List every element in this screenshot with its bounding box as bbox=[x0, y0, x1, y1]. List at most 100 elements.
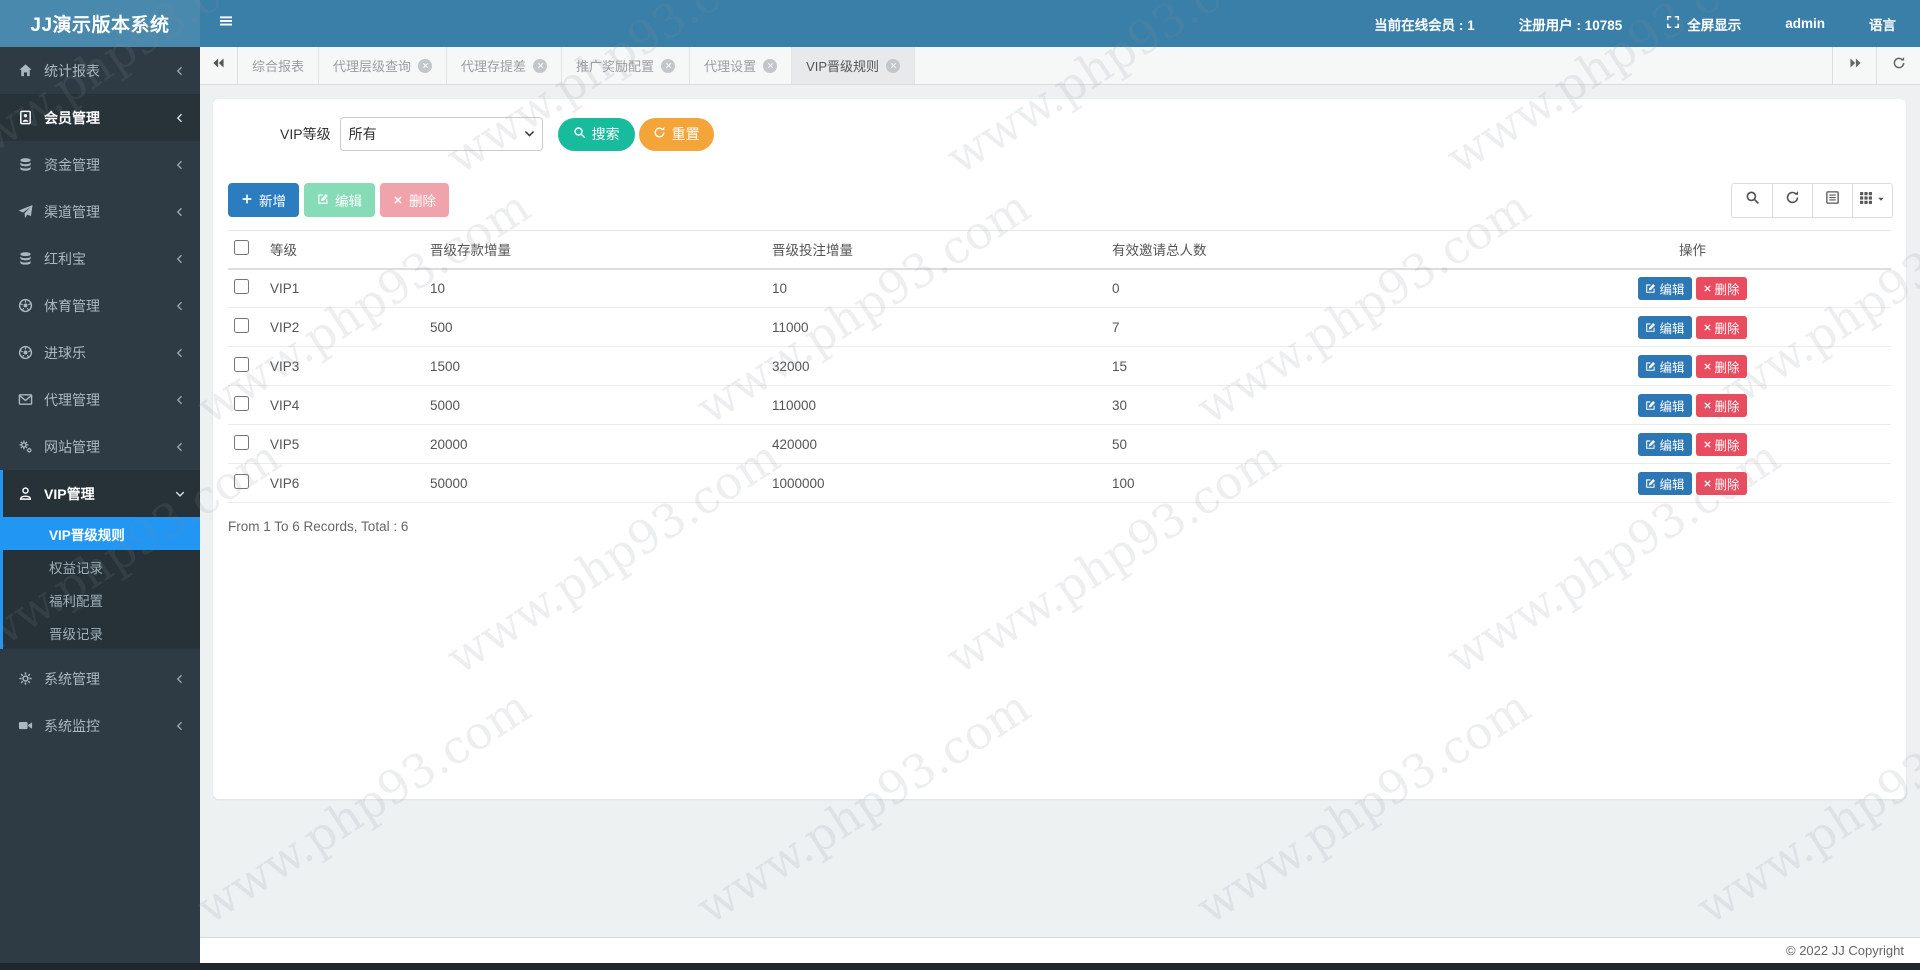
sidebar-subitem-label: 晋级记录 bbox=[49, 626, 103, 642]
tab-agent-level-query[interactable]: 代理层级查询 bbox=[319, 47, 448, 84]
sidebar-item-member-management[interactable]: 会员管理 bbox=[0, 94, 200, 141]
delete-button-label: 删除 bbox=[409, 194, 436, 209]
sidebar-subitem-welfare-config[interactable]: 福利配置 bbox=[3, 583, 200, 616]
sidebar-item-label: 代理管理 bbox=[44, 391, 100, 408]
search-icon bbox=[1745, 190, 1760, 210]
sidebar-item-site-management[interactable]: 网站管理 bbox=[0, 423, 200, 470]
row-checkbox[interactable] bbox=[234, 396, 249, 411]
tab-close-icon[interactable] bbox=[533, 58, 548, 73]
add-button[interactable]: 新增 bbox=[228, 183, 299, 217]
row-delete-button[interactable]: 删除 bbox=[1695, 471, 1747, 495]
fullscreen-button[interactable]: 全屏显示 bbox=[1666, 14, 1741, 34]
row-edit-button[interactable]: 编辑 bbox=[1638, 471, 1692, 495]
cell-valid-invites: 0 bbox=[1104, 268, 1494, 308]
gear-icon bbox=[18, 671, 44, 686]
reset-button[interactable]: 重置 bbox=[638, 117, 714, 151]
db-icon bbox=[18, 251, 44, 266]
table-row-vip3: VIP3 1500 32000 15 编辑 删除 bbox=[228, 346, 1891, 386]
sidebar-item-sports-management[interactable]: 体育管理 bbox=[0, 282, 200, 329]
tab-refresh-button[interactable] bbox=[1876, 47, 1920, 84]
tab-comprehensive-report[interactable]: 综合报表 bbox=[238, 47, 320, 84]
table-header-row: 等级 晋级存款增量 晋级投注增量 有效邀请总人数 操作 bbox=[228, 230, 1891, 270]
cell-deposit-increment: 20000 bbox=[422, 424, 764, 464]
user-menu[interactable]: admin bbox=[1785, 16, 1825, 31]
tab-agent-settings[interactable]: 代理设置 bbox=[690, 47, 793, 84]
cell-deposit-increment: 500 bbox=[422, 307, 764, 347]
sidebar-subitem-promotion-records[interactable]: 晋级记录 bbox=[3, 616, 200, 649]
cell-level: VIP3 bbox=[262, 346, 422, 386]
cell-level: VIP6 bbox=[262, 463, 422, 503]
row-edit-label: 编辑 bbox=[1659, 360, 1685, 375]
row-edit-label: 编辑 bbox=[1659, 399, 1685, 414]
tab-promo-reward-config[interactable]: 推广奖励配置 bbox=[562, 47, 691, 84]
add-button-label: 新增 bbox=[259, 194, 286, 209]
sidebar-item-label: VIP管理 bbox=[44, 485, 95, 502]
vip-level-select[interactable]: 所有 bbox=[339, 117, 543, 151]
sidebar-item-label: 渠道管理 bbox=[44, 203, 100, 220]
select-all-checkbox[interactable] bbox=[234, 240, 249, 256]
column-header-0: 等级 bbox=[262, 230, 422, 270]
row-delete-button[interactable]: 删除 bbox=[1695, 432, 1747, 456]
sidebar-item-channel-management[interactable]: 渠道管理 bbox=[0, 188, 200, 235]
table-search-toggle-button[interactable] bbox=[1732, 183, 1772, 217]
table-refresh-button[interactable] bbox=[1772, 183, 1812, 217]
chevron-left-icon bbox=[174, 347, 186, 359]
tabs-scroll-left-button[interactable] bbox=[200, 47, 238, 84]
sidebar-subitem-label: 福利配置 bbox=[49, 593, 103, 609]
sidebar-item-agent-management[interactable]: 代理管理 bbox=[0, 376, 200, 423]
cell-deposit-increment: 5000 bbox=[422, 385, 764, 425]
sidebar-subitem-vip-promotion-rules[interactable]: VIP晋级规则 bbox=[3, 517, 200, 550]
search-button[interactable]: 搜索 bbox=[557, 117, 635, 151]
cell-valid-invites: 15 bbox=[1104, 346, 1494, 386]
sidebar-subitem-rights-records[interactable]: 权益记录 bbox=[3, 550, 200, 583]
sidebar-item-vip-management[interactable]: VIP管理 bbox=[3, 470, 200, 517]
language-menu[interactable]: 语言 bbox=[1869, 17, 1896, 33]
tab-agent-deposit-diff[interactable]: 代理存提差 bbox=[447, 47, 563, 84]
edit-button-disabled[interactable]: 编辑 bbox=[304, 183, 375, 217]
row-checkbox[interactable] bbox=[234, 435, 249, 450]
table-columns-button[interactable] bbox=[1852, 183, 1892, 217]
row-edit-button[interactable]: 编辑 bbox=[1638, 393, 1692, 417]
sidebar-item-bonus-treasure[interactable]: 红利宝 bbox=[0, 235, 200, 282]
table-detail-view-button[interactable] bbox=[1812, 183, 1852, 217]
column-header-4: 操作 bbox=[1494, 230, 1891, 270]
row-edit-button[interactable]: 编辑 bbox=[1638, 276, 1692, 300]
row-edit-button[interactable]: 编辑 bbox=[1638, 432, 1692, 456]
delete-button-disabled[interactable]: 删除 bbox=[380, 183, 449, 217]
tab-vip-promotion-rules[interactable]: VIP晋级规则 bbox=[792, 47, 916, 84]
sidebar-toggle-button[interactable] bbox=[200, 0, 252, 47]
table-body: VIP1 10 10 0 编辑 删除 VIP2 500 11000 7 编辑 删除 VIP3 1500 32… bbox=[228, 268, 1891, 503]
sidebar-item-system-management[interactable]: 系统管理 bbox=[0, 655, 200, 702]
cell-valid-invites: 30 bbox=[1104, 385, 1494, 425]
registered-users-status: 注册用户 : 10785 bbox=[1518, 17, 1623, 33]
row-edit-button[interactable]: 编辑 bbox=[1638, 315, 1692, 339]
sidebar-subitem-label: 权益记录 bbox=[49, 560, 103, 576]
sidebar-item-stats-report[interactable]: 统计报表 bbox=[0, 47, 200, 94]
cell-bet-increment: 32000 bbox=[764, 346, 1104, 386]
hamburger-icon bbox=[218, 13, 234, 34]
row-checkbox[interactable] bbox=[234, 474, 249, 489]
tab-close-icon[interactable] bbox=[763, 58, 778, 73]
tab-close-icon[interactable] bbox=[661, 58, 676, 73]
records-summary: From 1 To 6 Records, Total : 6 bbox=[228, 519, 409, 534]
row-delete-button[interactable]: 删除 bbox=[1695, 315, 1747, 339]
sidebar-item-system-monitor[interactable]: 系统监控 bbox=[0, 702, 200, 749]
row-delete-button[interactable]: 删除 bbox=[1695, 393, 1747, 417]
tabs-scroll-right-button[interactable] bbox=[1832, 47, 1876, 84]
fullscreen-icon bbox=[1666, 15, 1680, 32]
cell-bet-increment: 110000 bbox=[764, 385, 1104, 425]
sidebar-item-label: 资金管理 bbox=[44, 156, 100, 173]
sidebar-item-fund-management[interactable]: 资金管理 bbox=[0, 141, 200, 188]
tab-close-icon[interactable] bbox=[886, 58, 901, 73]
tab-close-icon[interactable] bbox=[418, 58, 433, 73]
row-checkbox[interactable] bbox=[234, 357, 249, 372]
sidebar-item-goal-fun[interactable]: 进球乐 bbox=[0, 329, 200, 376]
row-edit-button[interactable]: 编辑 bbox=[1638, 354, 1692, 378]
chevron-left-icon bbox=[174, 206, 186, 218]
row-checkbox[interactable] bbox=[234, 279, 249, 295]
brand-logo[interactable]: JJ演示版本系统 bbox=[0, 0, 200, 47]
row-checkbox[interactable] bbox=[234, 318, 249, 333]
row-delete-button[interactable]: 删除 bbox=[1695, 276, 1747, 300]
cell-bet-increment: 1000000 bbox=[764, 463, 1104, 503]
row-delete-button[interactable]: 删除 bbox=[1695, 354, 1747, 378]
